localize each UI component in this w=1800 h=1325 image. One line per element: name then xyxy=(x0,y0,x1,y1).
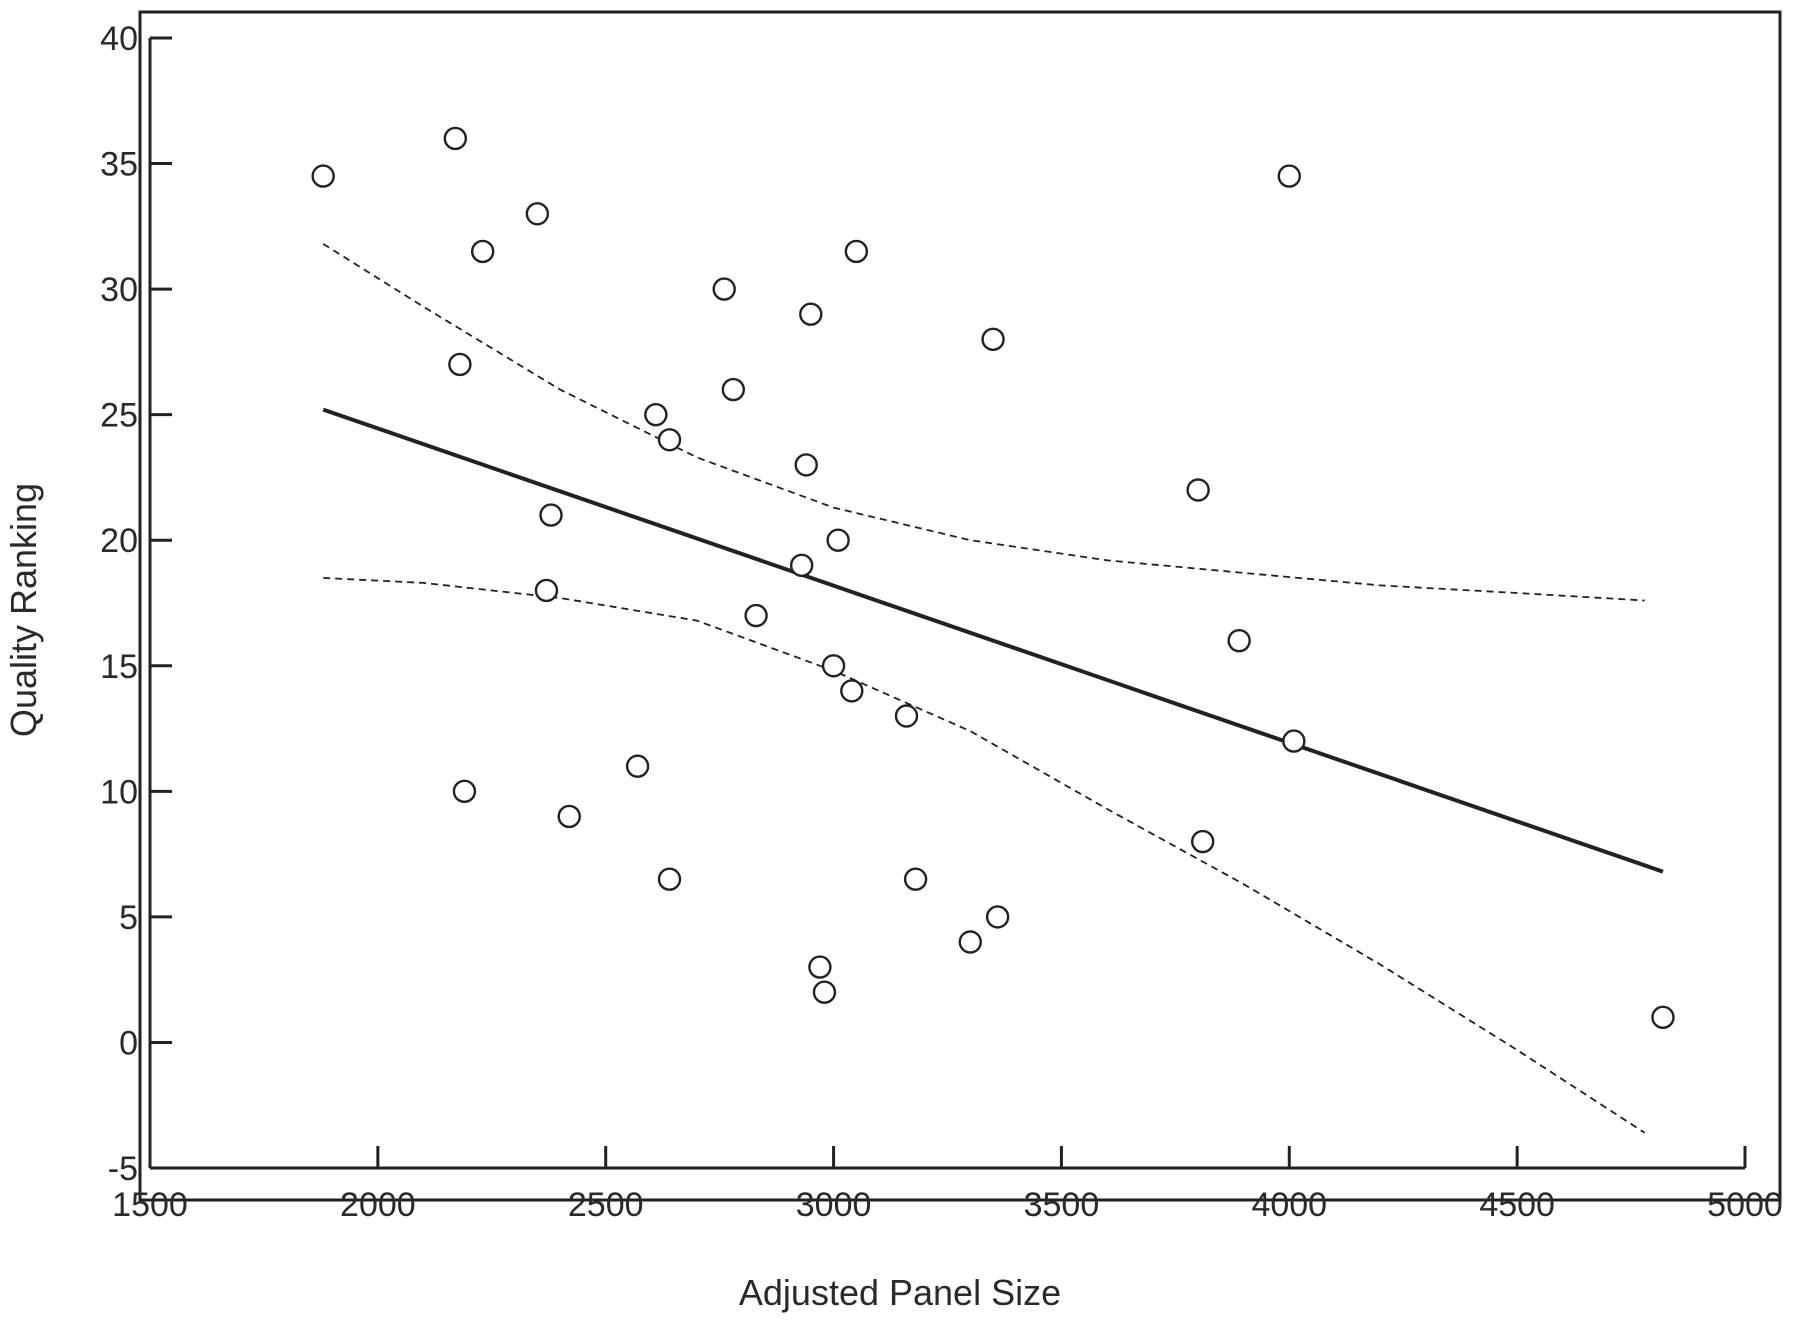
y-tick-label: 20 xyxy=(100,522,138,560)
upper-band-dashed-line xyxy=(322,243,1645,602)
data-point xyxy=(657,867,682,891)
data-point xyxy=(826,528,850,552)
data-point xyxy=(789,553,814,578)
y-tick-label: 15 xyxy=(100,648,138,686)
data-point xyxy=(821,654,846,678)
x-tick-label: 3000 xyxy=(796,1186,872,1224)
x-tick-label: 4500 xyxy=(1479,1186,1555,1224)
x-tick-label: 5000 xyxy=(1707,1186,1783,1224)
data-point xyxy=(657,428,682,452)
data-point xyxy=(557,804,581,829)
data-point xyxy=(981,327,1005,352)
x-tick-label: 2500 xyxy=(568,1186,644,1224)
data-point xyxy=(625,754,650,778)
y-tick-label: 30 xyxy=(100,271,138,309)
data-point xyxy=(311,164,335,188)
y-tick-label: 40 xyxy=(100,20,138,58)
data-point xyxy=(1190,829,1215,854)
lower-band-dashed-line xyxy=(323,577,1646,1134)
data-point xyxy=(1277,164,1301,188)
data-point xyxy=(808,955,832,979)
data-point xyxy=(1186,478,1210,502)
data-point xyxy=(985,905,1010,929)
y-tick-label: 25 xyxy=(100,397,138,435)
data-points xyxy=(311,126,1675,1030)
data-point xyxy=(894,704,919,728)
data-point xyxy=(525,202,550,226)
data-point xyxy=(721,377,746,402)
x-tick-label: 3500 xyxy=(1024,1186,1100,1224)
data-point xyxy=(1282,729,1306,753)
data-point xyxy=(958,930,982,954)
data-point xyxy=(840,679,864,703)
x-tick-label: 2000 xyxy=(340,1186,416,1224)
data-point xyxy=(799,302,823,326)
data-point xyxy=(903,867,928,891)
y-axis-title: Quality Ranking xyxy=(3,483,44,737)
regression-line-group xyxy=(322,407,1664,874)
data-point xyxy=(443,126,468,151)
data-point xyxy=(452,779,477,804)
confidence-bands xyxy=(322,243,1646,1134)
data-point xyxy=(812,980,837,1004)
data-point xyxy=(794,453,818,477)
data-point xyxy=(539,503,563,527)
tick-labels: -5 0 5 10 15 20 25 30 35 40 1500 2000 2500 3000 3500 40… xyxy=(100,20,1783,1224)
y-tick-label: 5 xyxy=(119,899,138,937)
regression-line xyxy=(322,407,1664,874)
y-tick-label: 35 xyxy=(100,146,138,184)
data-point xyxy=(1227,628,1251,653)
y-tick-label: 0 xyxy=(119,1024,138,1062)
x-tick-label: 4000 xyxy=(1251,1186,1327,1224)
x-tick-label: 1500 xyxy=(112,1186,188,1224)
data-point xyxy=(712,277,736,301)
data-point xyxy=(744,603,768,628)
data-point xyxy=(448,352,472,377)
plot-frame xyxy=(138,10,1782,1202)
data-point xyxy=(844,239,869,264)
data-point xyxy=(534,578,559,603)
y-tick-label: -5 xyxy=(108,1150,138,1188)
data-point xyxy=(470,239,495,264)
axes xyxy=(148,36,1747,1170)
x-axis-title: Adjusted Panel Size xyxy=(739,1272,1061,1313)
data-point xyxy=(644,402,668,427)
data-point xyxy=(1651,1005,1675,1030)
y-tick-label: 10 xyxy=(100,773,138,811)
